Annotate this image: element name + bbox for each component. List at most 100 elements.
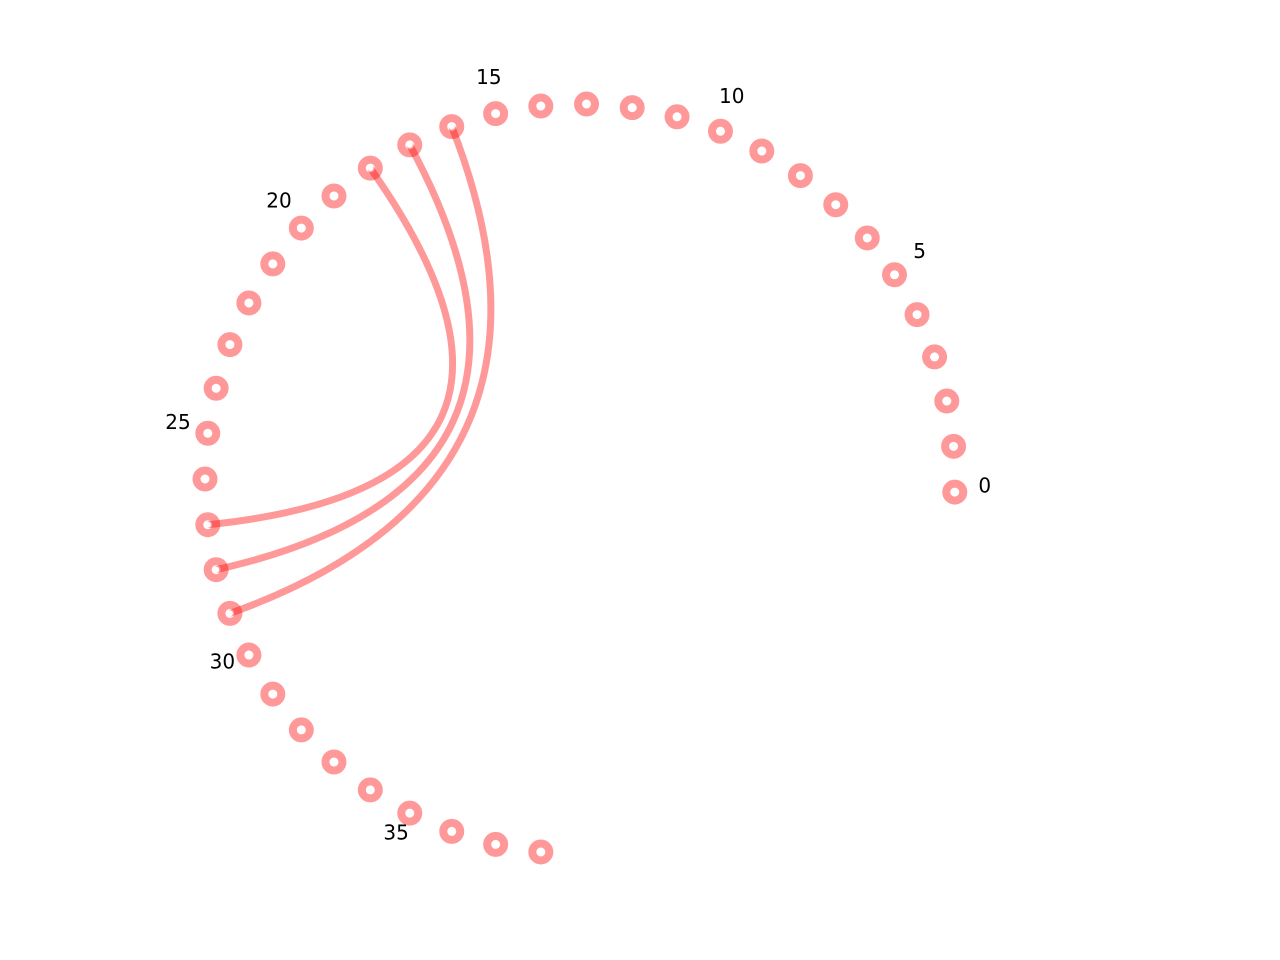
node-15 xyxy=(483,101,509,127)
node-label-5: 5 xyxy=(913,239,926,263)
node-11 xyxy=(664,104,690,130)
node-ring-28 xyxy=(203,557,229,583)
node-21 xyxy=(260,251,286,277)
node-center-26 xyxy=(202,476,208,482)
node-24 xyxy=(203,375,229,401)
node-center-9 xyxy=(758,148,765,155)
node-34 xyxy=(357,777,383,803)
node-26 xyxy=(192,466,218,492)
node-4 xyxy=(904,302,930,328)
node-center-35 xyxy=(406,810,413,817)
node-label-10: 10 xyxy=(719,84,744,108)
node-18 xyxy=(357,155,383,181)
node-38 xyxy=(528,839,554,865)
node-ring-16 xyxy=(439,114,465,140)
node-center-6 xyxy=(864,234,871,241)
node-33 xyxy=(321,749,347,775)
node-17 xyxy=(397,132,423,158)
node-center-27 xyxy=(204,521,211,528)
node-center-7 xyxy=(832,201,839,208)
node-center-38 xyxy=(537,848,544,855)
node-label-20: 20 xyxy=(266,189,291,213)
node-center-28 xyxy=(213,566,220,573)
node-ring-17 xyxy=(397,132,423,158)
node-center-17 xyxy=(406,141,413,148)
node-37 xyxy=(483,831,509,857)
node-center-0 xyxy=(951,489,958,496)
node-ring-9 xyxy=(749,138,775,164)
node-center-23 xyxy=(226,341,233,348)
node-ring-24 xyxy=(203,375,229,401)
node-center-19 xyxy=(330,192,337,199)
node-ring-5 xyxy=(882,262,908,288)
node-ring-35 xyxy=(397,800,423,826)
node-ring-14 xyxy=(528,93,554,119)
node-center-30 xyxy=(245,652,252,659)
node-ring-23 xyxy=(217,332,243,358)
links-layer xyxy=(207,125,495,617)
node-29 xyxy=(217,600,243,626)
node-center-13 xyxy=(583,101,590,108)
node-center-34 xyxy=(367,786,374,793)
node-center-12 xyxy=(629,104,636,111)
node-center-21 xyxy=(269,260,276,267)
node-ring-34 xyxy=(357,777,383,803)
node-label-0: 0 xyxy=(978,474,991,498)
node-label-30: 30 xyxy=(210,650,235,674)
node-ring-30 xyxy=(236,642,262,668)
node-30 xyxy=(236,642,262,668)
node-7 xyxy=(823,192,849,218)
node-22 xyxy=(236,290,262,316)
node-center-14 xyxy=(537,103,544,110)
node-ring-3 xyxy=(922,344,948,370)
node-ring-13 xyxy=(574,91,600,117)
node-center-2 xyxy=(943,398,950,405)
node-6 xyxy=(854,225,880,251)
node-14 xyxy=(528,93,554,119)
node-16 xyxy=(439,114,465,140)
node-label-25: 25 xyxy=(165,410,190,434)
node-ring-31 xyxy=(260,681,286,707)
node-center-20 xyxy=(298,225,305,232)
node-center-18 xyxy=(367,165,374,172)
node-ring-37 xyxy=(483,831,509,857)
node-13 xyxy=(574,91,600,117)
node-center-4 xyxy=(914,311,921,318)
node-center-29 xyxy=(226,610,233,617)
node-19 xyxy=(321,183,347,209)
node-ring-8 xyxy=(787,163,813,189)
node-ring-33 xyxy=(321,749,347,775)
node-label-35: 35 xyxy=(383,820,408,844)
node-ring-11 xyxy=(664,104,690,130)
node-5 xyxy=(882,262,908,288)
node-9 xyxy=(749,138,775,164)
node-20 xyxy=(288,215,314,241)
node-center-22 xyxy=(245,299,252,306)
node-ring-26 xyxy=(192,466,218,492)
node-ring-0 xyxy=(942,479,968,505)
node-center-32 xyxy=(298,726,305,733)
node-ring-32 xyxy=(288,717,314,743)
node-ring-27 xyxy=(195,512,221,538)
node-ring-4 xyxy=(904,302,930,328)
labels-layer: 0 5 10 15 20 25 30 35 xyxy=(165,65,991,844)
node-1 xyxy=(941,433,967,459)
node-label-15: 15 xyxy=(476,65,501,89)
node-center-11 xyxy=(674,113,681,120)
node-25 xyxy=(195,420,221,446)
node-32 xyxy=(288,717,314,743)
node-8 xyxy=(787,163,813,189)
node-31 xyxy=(260,681,286,707)
node-ring-20 xyxy=(288,215,314,241)
node-center-31 xyxy=(269,691,276,698)
node-ring-10 xyxy=(707,118,733,144)
node-ring-7 xyxy=(823,192,849,218)
node-ring-36 xyxy=(439,818,465,844)
node-ring-21 xyxy=(260,251,286,277)
node-0 xyxy=(942,479,968,505)
node-27 xyxy=(195,512,221,538)
link-18-27 xyxy=(207,166,456,529)
node-center-16 xyxy=(448,123,455,130)
node-center-25 xyxy=(204,430,211,437)
